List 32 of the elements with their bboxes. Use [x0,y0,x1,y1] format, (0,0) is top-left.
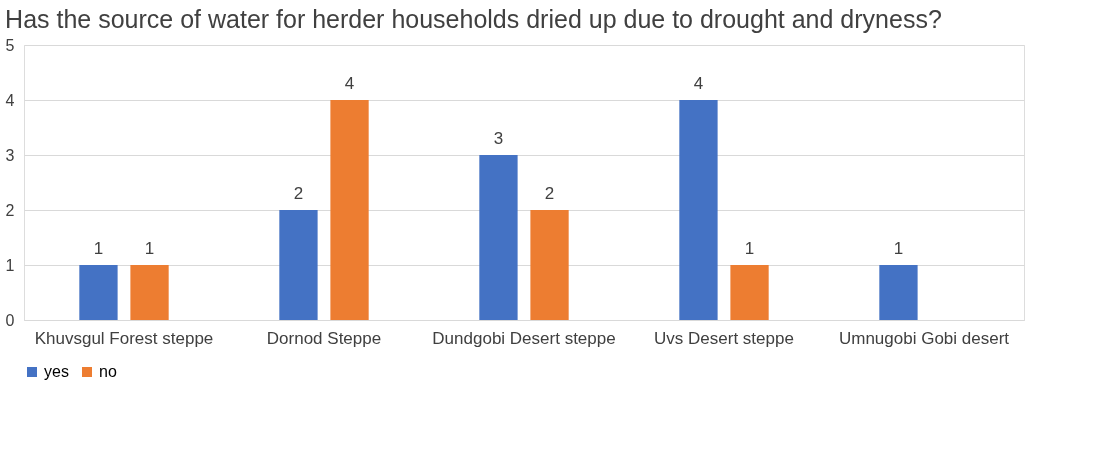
data-label: 1 [93,239,104,258]
bar [479,155,518,320]
data-label: 2 [544,184,555,203]
x-tick-label: Khuvsgul Forest steppe [34,328,214,348]
y-tick-label: 3 [5,146,15,164]
data-label: 2 [293,184,304,203]
chart-title: Has the source of water for herder households dried up due to drought and dryness? [5,5,942,33]
x-tick-label: Dundgobi Desert steppe [432,328,616,348]
y-tick-label: 5 [5,36,15,54]
y-tick-label: 4 [5,91,15,109]
bar [130,265,169,320]
y-tick-label: 0 [5,311,15,329]
bar [679,100,718,320]
bar [530,210,569,320]
data-label: 1 [144,239,155,258]
data-label: 1 [893,239,904,258]
x-tick-label: Umnugobi Gobi desert [838,328,1010,348]
data-label: 4 [693,74,704,93]
legend-label: no [99,363,117,380]
bar [79,265,118,320]
bar [330,100,369,320]
x-tick-label: Dornod Steppe [266,328,382,348]
y-tick-label: 1 [5,256,15,274]
data-label: 4 [344,74,355,93]
bar [730,265,769,320]
bar [879,265,918,320]
data-label: 1 [744,239,755,258]
x-tick-label: Uvs Desert steppe [654,328,794,348]
data-label: 3 [493,129,504,148]
legend-label: yes [44,363,69,380]
y-tick-label: 2 [5,201,15,219]
bar [279,210,318,320]
